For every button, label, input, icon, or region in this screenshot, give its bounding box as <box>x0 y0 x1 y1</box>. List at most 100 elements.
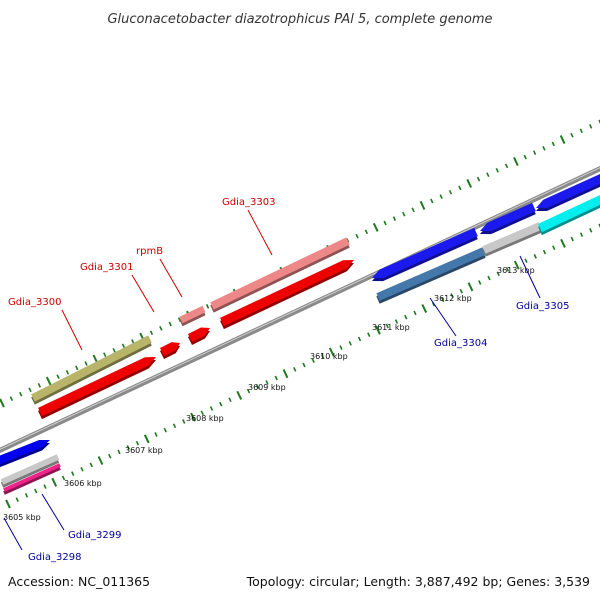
tick-row-outer-tick <box>588 124 593 129</box>
gene-unlabeled-blue-1-body <box>372 227 478 279</box>
tick-row-outer-tick <box>112 347 116 353</box>
gene-label[interactable]: Gdia_3298 <box>28 552 81 563</box>
tick-row-outer-tick <box>383 220 387 226</box>
tick-row-inner-tick <box>256 384 260 390</box>
tick-row-outer-tick <box>466 178 473 188</box>
tick-row-inner-tick <box>487 275 491 281</box>
tick-row-outer-tick <box>45 376 52 386</box>
gene-gdia-3303[interactable] <box>210 237 350 313</box>
gene-gdia-3299[interactable] <box>0 454 60 488</box>
tick-row-inner-tick <box>441 297 445 303</box>
tick-row-outer-tick <box>205 304 210 309</box>
tick-row-inner-tick <box>108 453 112 459</box>
tick-row-inner-tick <box>542 249 547 255</box>
tick-row-inner-tick <box>228 397 232 403</box>
tick-row-inner-tick <box>274 375 278 381</box>
gene-label[interactable]: Gdia_3299 <box>68 530 121 541</box>
tick-row-inner-tick <box>89 462 93 468</box>
tick-row-inner-tick <box>348 340 352 346</box>
gene-unlabeled-blue-2[interactable] <box>480 202 536 235</box>
tick-row-outer-tick <box>476 176 481 182</box>
tick-label: 3613 kbp <box>497 266 535 275</box>
gene-unlabeled-blue-3-body <box>536 173 600 208</box>
gene-label-leader <box>159 258 183 298</box>
gene-unlabeled-red-2[interactable] <box>160 342 180 359</box>
gene-unlabeled-cyan[interactable] <box>538 194 600 236</box>
gene-gdia-3300[interactable] <box>31 335 152 405</box>
tick-row-inner-tick <box>34 488 38 494</box>
tick-label: 3611 kbp <box>372 323 410 332</box>
gene-unlabeled-red-3[interactable] <box>220 260 354 330</box>
tick-row-inner-tick <box>533 254 537 259</box>
gene-unlabeled-red-1-body <box>38 357 156 417</box>
gene-gdia-3304[interactable] <box>376 247 486 304</box>
tick-row-outer-tick <box>19 391 23 397</box>
backbone <box>0 165 600 454</box>
tick-row-inner-tick <box>126 445 130 450</box>
tick-row-inner-tick <box>478 280 482 285</box>
tick-row-inner-tick <box>154 432 158 437</box>
tick-row-outer-tick <box>103 352 107 358</box>
gene-label-leader <box>247 209 273 256</box>
tick-row-outer-tick <box>411 207 415 213</box>
tick-row-outer-tick <box>28 387 32 393</box>
gene-gdia-3305[interactable] <box>482 222 542 257</box>
gene-label[interactable]: rpmB <box>136 246 163 257</box>
tick-row-outer-tick <box>532 150 537 156</box>
tick-row-inner-tick <box>385 323 389 329</box>
tick-row-outer-tick <box>486 172 490 178</box>
gene-gdia-3303-body <box>210 237 350 310</box>
gene-gdia-3298[interactable] <box>0 440 50 470</box>
tick-row-inner-tick <box>219 401 223 407</box>
gene-label-leader <box>519 255 541 299</box>
tick-row-inner-tick <box>265 380 269 385</box>
gene-gdia-3301[interactable] <box>179 305 206 327</box>
gene-unlabeled-red-1[interactable] <box>38 357 156 420</box>
gene-label-layer: Gdia_3298 Gdia_3299 Gdia_3300 Gdia_3301rpmB… <box>3 197 569 563</box>
gene-unlabeled-blue-1[interactable] <box>372 227 478 282</box>
tick-row-outer-tick <box>121 343 126 349</box>
tick-label: 3605 kbp <box>3 513 41 522</box>
gene-unlabeled-red-3-body <box>220 260 354 327</box>
tick-row-inner-tick <box>552 245 556 251</box>
gene-label[interactable]: Gdia_3301 <box>80 262 133 273</box>
gene-gdia-3300-body <box>31 335 152 402</box>
tick-row-inner-tick <box>80 466 84 472</box>
tick-row-outer-tick <box>430 198 434 204</box>
tick-row-inner-tick <box>560 238 566 248</box>
gene-rpmb[interactable] <box>188 327 210 346</box>
tick-label: 3607 kbp <box>125 446 163 455</box>
gene-label[interactable]: Gdia_3303 <box>222 197 275 208</box>
tick-row-inner-tick <box>421 304 428 314</box>
tick-row-inner-tick <box>467 282 474 292</box>
tick-row-outer-tick <box>448 189 453 195</box>
tick-row-outer-tick <box>523 154 527 160</box>
tick-row-inner-tick <box>143 434 150 444</box>
gene-label-leader <box>429 297 457 337</box>
gene-label-leader <box>131 274 155 313</box>
tick-row-inner-tick <box>5 499 11 509</box>
tick-row-inner-tick <box>61 475 66 481</box>
gene-unlabeled-pink-shadow <box>3 466 61 495</box>
tick-label: 3608 kbp <box>186 414 224 423</box>
gene-label[interactable]: Gdia_3300 <box>8 297 61 308</box>
gene-unlabeled-blue-3[interactable] <box>536 173 600 211</box>
tick-row-inner-tick <box>459 288 463 294</box>
tick-row-outer-tick <box>0 398 5 408</box>
tick-row-outer-tick <box>495 167 499 173</box>
tick-row-outer-tick <box>579 128 583 134</box>
gene-unlabeled-blue-2-body <box>480 202 536 232</box>
accession-text: Accession: NC_011365 <box>8 574 150 589</box>
tick-row-outer-tick <box>56 374 60 379</box>
gene-label[interactable]: Gdia_3305 <box>516 301 569 312</box>
gene-unlabeled-pink[interactable] <box>3 463 61 495</box>
gene-unlabeled-red-2-body <box>160 342 180 356</box>
gene-label-leader <box>41 493 65 531</box>
gene-label-leader <box>3 517 23 551</box>
tick-row-inner-tick <box>311 358 315 363</box>
tick-row-inner-tick <box>163 427 167 433</box>
gene-label[interactable]: Gdia_3304 <box>434 338 487 349</box>
tick-layer: 3605 kbp 3606 kbp 3607 kbp 3608 kbp 3609 kbp… <box>0 119 600 522</box>
tick-row-inner-tick <box>190 412 196 422</box>
gene-rpmb-body <box>188 327 210 342</box>
